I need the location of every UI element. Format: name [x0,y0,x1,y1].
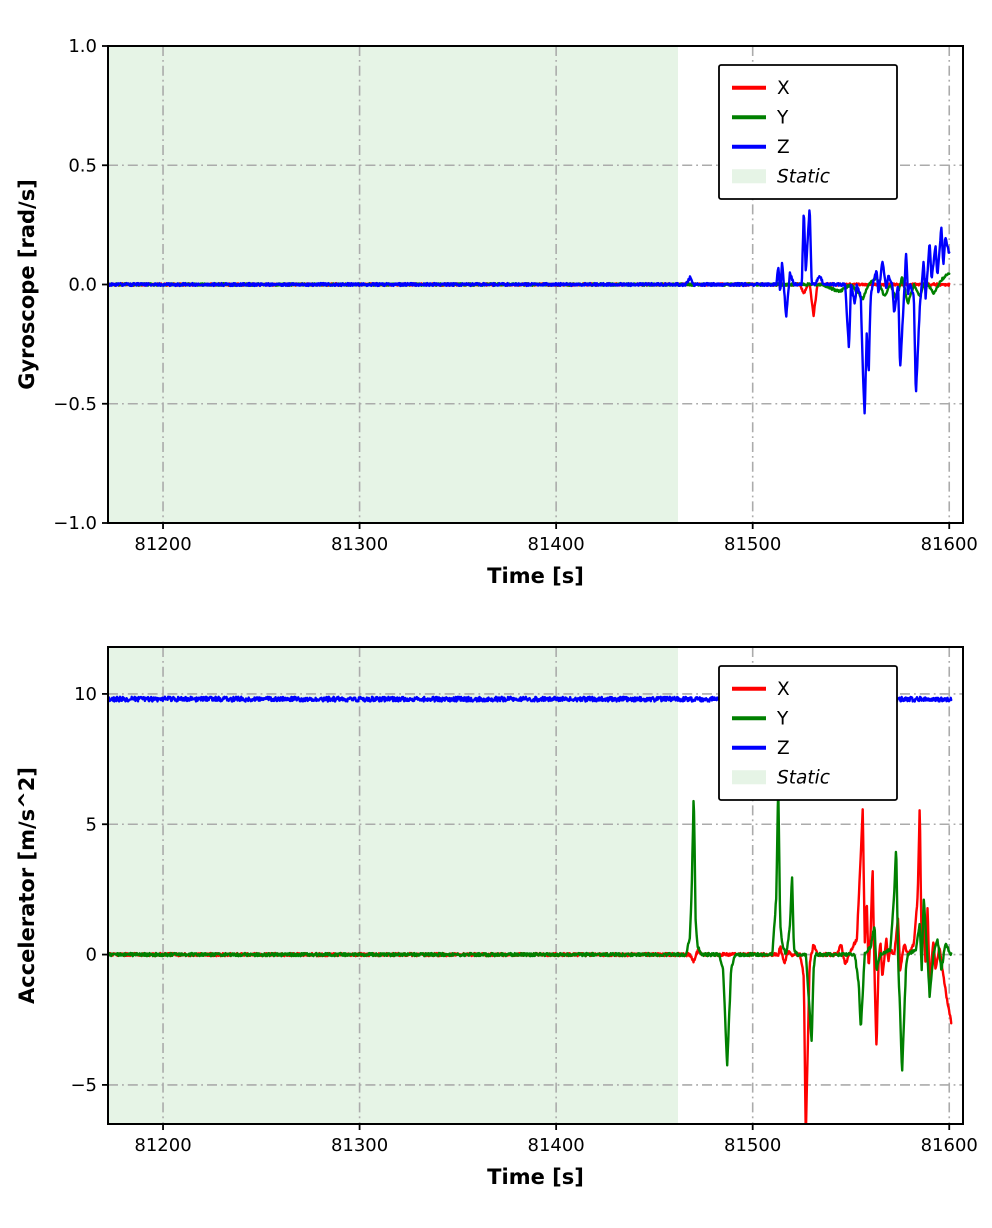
x-tick-label: 81500 [724,534,781,555]
y-tick-label: 1.0 [68,36,97,57]
accelerator-chart: 81200 81300 81400 81500 81600 10 5 0 −5 Time [s] A… [15,646,978,1189]
legend-swatch-Static [732,169,766,184]
x-tick-label: 81600 [921,534,978,555]
legend-label-Y: Y [776,709,789,730]
legend-label-Static: Static [777,768,830,789]
series-line-Y [108,789,953,1072]
y-tick-label: −1.0 [53,513,97,534]
x-tick-label: 81200 [134,534,191,555]
axes-spines [107,646,964,1125]
series-line-Z [108,209,951,415]
x-tick-label: 81500 [724,1135,781,1156]
legend-label-Z: Z [777,137,790,158]
legend-label-Z: Z [777,738,790,759]
y-tick-label: 0.0 [68,275,97,296]
y-tick-label: 5 [86,814,97,835]
legend-box [718,665,898,801]
gyroscope-chart: 81200 81300 81400 81500 81600 1.0 0.5 0.0 −0.5 −1… [15,36,978,588]
y-tick-label: −0.5 [53,394,97,415]
x-tick-label: 81300 [331,1135,388,1156]
static-region [108,647,678,1124]
legend-label-X: X [777,679,790,700]
x-tick-label: 81200 [134,1135,191,1156]
legend-swatch-Static [732,770,766,785]
legend-label-Static: Static [777,167,830,188]
x-tick-label: 81600 [921,1135,978,1156]
y-tick-label: 10 [74,684,97,705]
x-tick-label: 81400 [528,1135,585,1156]
y-axis-label: Gyroscope [rad/s] [15,179,39,390]
legend: XYZ Static [718,665,898,801]
x-tick-label: 81300 [331,534,388,555]
legend: XYZ Static [718,64,898,200]
x-axis-label: Time [s] [487,1165,584,1189]
y-tick-label: −5 [70,1075,97,1096]
y-axis-label: Accelerator [m/s^2] [15,767,39,1004]
x-axis-label: Time [s] [487,564,584,588]
x-tick-label: 81400 [528,534,585,555]
legend-label-Y: Y [776,108,789,129]
legend-box [718,64,898,200]
legend-label-X: X [777,78,790,99]
y-tick-label: 0.5 [68,155,97,176]
y-tick-label: 0 [86,945,97,966]
